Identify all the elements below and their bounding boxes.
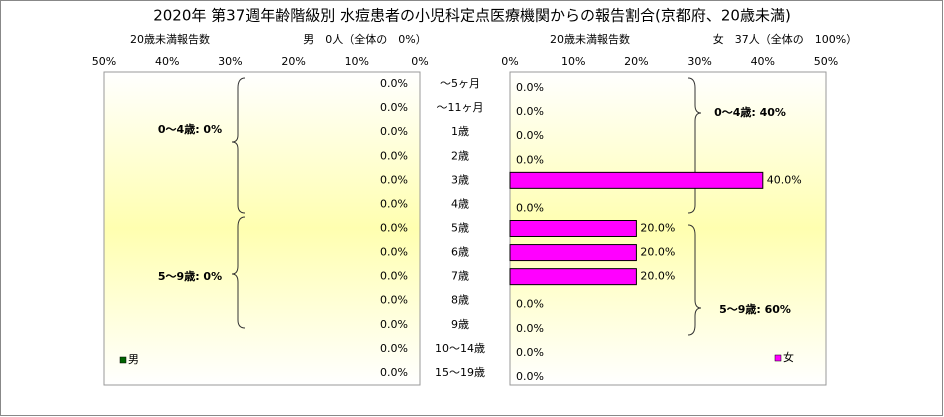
value-label: 0.0% [380, 197, 408, 210]
value-label: 0.0% [516, 322, 544, 335]
value-label: 0.0% [516, 129, 544, 142]
series-header: 女 37人（全体の 100%） [713, 32, 857, 46]
category-label: 2歳 [451, 149, 469, 162]
x-tick-label: 10% [345, 55, 369, 68]
value-label: 0.0% [380, 222, 408, 235]
chart-title: 2020年 第37週年齢階級別 水痘患者の小児科定点医療機関からの報告割合(京都… [153, 7, 791, 25]
x-tick-label: 0% [411, 55, 428, 68]
x-tick-label: 30% [687, 55, 711, 68]
category-label: 9歳 [451, 318, 469, 331]
category-label: 8歳 [451, 294, 469, 307]
brace [687, 224, 702, 336]
x-tick-label: 50% [92, 55, 116, 68]
category-label: 6歳 [451, 246, 469, 259]
category-label: 15～19歳 [435, 366, 485, 379]
value-label: 0.0% [516, 153, 544, 166]
value-label: 0.0% [380, 149, 408, 162]
brace [687, 77, 702, 214]
annotation: 5～9歳: 0% [158, 269, 222, 283]
value-label: 20.0% [640, 270, 675, 283]
value-label: 0.0% [380, 270, 408, 283]
value-label: 0.0% [516, 105, 544, 118]
bar [509, 244, 637, 262]
bar [509, 268, 637, 286]
legend-swatch [119, 356, 127, 364]
plot-left [103, 71, 421, 386]
subtitle: 20歳未満報告数 [130, 33, 210, 46]
x-tick-label: 10% [561, 55, 585, 68]
value-label: 0.0% [516, 298, 544, 311]
x-tick-label: 20% [624, 55, 648, 68]
annotation: 0～4歳: 0% [158, 122, 222, 136]
value-label: 0.0% [380, 173, 408, 186]
legend-label: 女 [783, 350, 794, 364]
value-label: 20.0% [640, 246, 675, 259]
value-label: 0.0% [516, 346, 544, 359]
subtitle: 20歳未満報告数 [550, 33, 630, 46]
x-tick-label: 40% [155, 55, 179, 68]
category-label: 7歳 [451, 270, 469, 283]
bar [509, 171, 764, 189]
x-tick-label: 40% [751, 55, 775, 68]
value-label: 20.0% [640, 222, 675, 235]
legend-label: 男 [128, 353, 139, 366]
x-tick-label: 0% [501, 55, 518, 68]
legend-swatch [774, 354, 782, 362]
annotation: 0～4歳: 40% [714, 105, 786, 119]
category-label: ～5ヶ月 [440, 77, 480, 90]
value-label: 0.0% [516, 201, 544, 214]
category-label: 3歳 [451, 173, 469, 186]
series-header: 男 0人（全体の 0%） [303, 32, 426, 46]
category-label: 10～14歳 [435, 342, 485, 355]
value-label: 0.0% [380, 246, 408, 259]
bar [509, 220, 637, 237]
value-label: 40.0% [767, 173, 802, 186]
brace [231, 77, 246, 214]
x-tick-label: 30% [218, 55, 242, 68]
category-label: 5歳 [451, 222, 469, 235]
value-label: 0.0% [380, 101, 408, 114]
annotation: 5～9歳: 60% [719, 302, 791, 316]
x-tick-label: 50% [814, 55, 838, 68]
value-label: 0.0% [380, 366, 408, 379]
brace [231, 216, 246, 329]
x-tick-label: 20% [281, 55, 305, 68]
value-label: 0.0% [380, 77, 408, 90]
value-label: 0.0% [516, 370, 544, 383]
value-label: 0.0% [380, 125, 408, 138]
value-label: 0.0% [516, 81, 544, 94]
category-label: ～11ヶ月 [437, 101, 484, 114]
value-label: 0.0% [380, 294, 408, 307]
value-label: 0.0% [380, 318, 408, 331]
category-label: 1歳 [451, 125, 469, 138]
value-label: 0.0% [380, 342, 408, 355]
category-label: 4歳 [451, 197, 469, 210]
